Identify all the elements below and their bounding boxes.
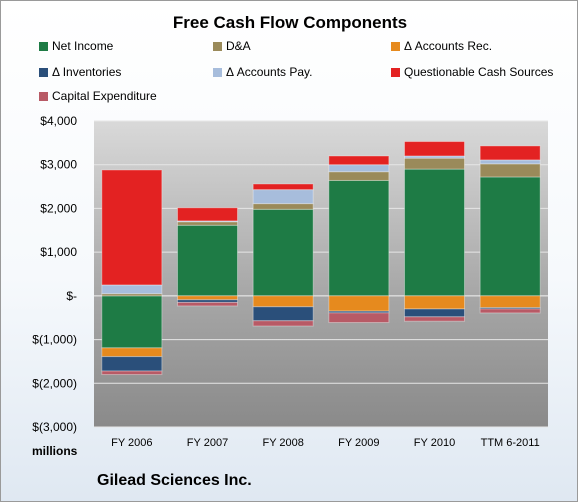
bar-segment	[252, 295, 314, 308]
bar-segment	[177, 207, 238, 222]
bar-segment	[328, 155, 390, 166]
bar-segment	[479, 308, 541, 314]
bar-segment	[252, 183, 314, 191]
bar-segment	[479, 295, 541, 309]
legend-item-accounts-pay: Δ Accounts Pay.	[213, 65, 313, 79]
units-label: millions	[32, 444, 78, 458]
x-tick-label: TTM 6-2011	[481, 437, 540, 449]
bar-segment	[177, 221, 238, 226]
bar-segment	[479, 163, 541, 178]
legend-swatch	[39, 42, 48, 51]
bar-segment	[252, 189, 314, 205]
gridlines	[94, 120, 548, 428]
legend-label: D&A	[226, 39, 251, 53]
legend-label: Δ Accounts Pay.	[226, 65, 313, 79]
company-name: Gilead Sciences Inc.	[97, 472, 252, 489]
y-axis-ticks: $4,000 $3,000 $2,000 $1,000 $- $(1,000) $(2,00…	[32, 114, 77, 434]
legend-swatch	[391, 68, 400, 77]
legend-label: Net Income	[52, 39, 114, 53]
bar-segment	[404, 316, 465, 322]
bar-segment	[101, 347, 163, 358]
y-tick-label: $4,000	[40, 114, 77, 128]
bars	[101, 141, 541, 376]
legend-item-questionable-cash: Questionable Cash Sources	[391, 65, 553, 79]
bar-segment	[101, 356, 163, 372]
chart-title: Free Cash Flow Components	[172, 13, 408, 32]
bar-segment	[479, 176, 541, 297]
legend-item-accounts-rec: Δ Accounts Rec.	[391, 39, 492, 53]
legend-swatch	[391, 42, 400, 51]
legend-label: Δ Accounts Rec.	[404, 39, 493, 53]
bar-segment	[252, 203, 314, 210]
bar-segment	[404, 168, 465, 297]
x-tick-label: FY 2010	[414, 437, 455, 449]
y-tick-label: $(2,000)	[32, 376, 77, 390]
bar-segment	[328, 164, 390, 173]
legend-label: Δ Inventories	[52, 65, 122, 79]
legend-swatch	[213, 68, 222, 77]
bar-segment	[101, 370, 163, 376]
bar-segment	[101, 169, 163, 286]
legend-item-net-income: Net Income	[39, 39, 113, 53]
bar-segment	[404, 295, 465, 310]
legend-label: Questionable Cash Sources	[404, 65, 554, 79]
bar-segment	[177, 295, 238, 301]
legend-item-inventories: Δ Inventories	[39, 65, 121, 79]
bar-segment	[328, 179, 390, 297]
y-tick-label: $2,000	[40, 201, 77, 215]
y-tick-label: $3,000	[40, 158, 77, 172]
legend-swatch	[39, 68, 48, 77]
bar-segment	[404, 308, 465, 318]
x-tick-label: FY 2006	[111, 437, 152, 449]
bar-segment	[101, 284, 163, 295]
bar-segment	[101, 295, 163, 349]
legend-swatch	[39, 92, 48, 101]
bar-segment	[252, 306, 314, 322]
bar-segment	[404, 141, 465, 157]
bar-segment	[252, 320, 314, 327]
bar-segment	[479, 159, 541, 165]
x-tick-label: FY 2009	[338, 437, 379, 449]
bar-segment	[328, 295, 390, 312]
bar-segment	[252, 208, 314, 297]
legend-item-da: D&A	[213, 39, 251, 53]
y-tick-label: $1,000	[40, 245, 77, 259]
y-tick-label: $(3,000)	[32, 420, 77, 434]
x-tick-label: FY 2008	[262, 437, 303, 449]
legend-item-capex: Capital Expenditure	[39, 89, 157, 103]
plot-area	[94, 121, 548, 427]
bar-segment	[177, 224, 238, 297]
bar-segment	[328, 312, 390, 324]
bar-segment	[328, 171, 390, 181]
x-axis-ticks: FY 2006 FY 2007 FY 2008 FY 2009 FY 2010 TTM 6…	[111, 437, 540, 449]
y-tick-label: $(1,000)	[32, 333, 77, 347]
x-tick-label: FY 2007	[187, 437, 228, 449]
bar-segment	[479, 145, 541, 161]
y-tick-label: $-	[66, 289, 77, 303]
legend-swatch	[213, 42, 222, 51]
legend-label: Capital Expenditure	[52, 89, 157, 103]
bar-segment	[404, 157, 465, 170]
bar-segment	[177, 301, 238, 307]
